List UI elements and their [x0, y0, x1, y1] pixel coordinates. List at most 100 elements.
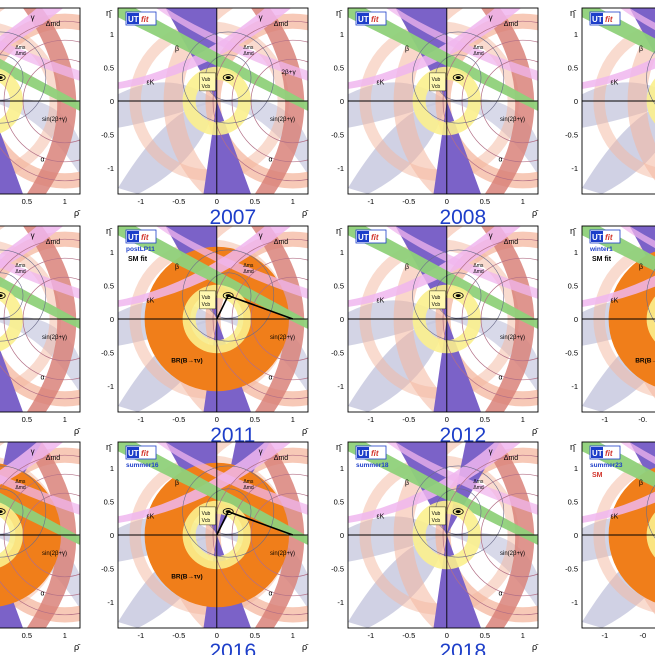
y-tick: -0.5 — [101, 564, 114, 573]
x-tick: -0. — [638, 415, 647, 424]
vcb-label: Vcb — [432, 84, 441, 90]
y-tick: -1 — [337, 164, 344, 173]
y-tick: -0.5 — [565, 564, 578, 573]
alpha-label: α — [40, 374, 44, 381]
logo-fit: fit — [605, 233, 613, 242]
rho-axis-label: ρ̄ — [532, 642, 539, 652]
y-tick: 1 — [340, 30, 344, 39]
y-tick: -0.5 — [101, 130, 114, 139]
x-tick: 0.5 — [22, 631, 32, 640]
eta-axis-label: η̄ — [570, 226, 577, 236]
dmd-label: Δmd — [504, 455, 519, 462]
gamma-label: γ — [259, 231, 263, 240]
y-tick: -1 — [571, 598, 578, 607]
x-tick: -1 — [601, 631, 608, 640]
x-tick: -1 — [367, 631, 374, 640]
eta-axis-label: η̄ — [106, 226, 113, 236]
x-tick: -1 — [137, 415, 144, 424]
dmd-ratio-label: Δmd — [473, 485, 484, 491]
brtau-label: BR(B→τν) — [171, 358, 202, 365]
x-tick: -1 — [137, 197, 144, 206]
x-tick: 0 — [445, 197, 449, 206]
alpha-label: α — [268, 374, 272, 381]
eta-axis-label: η̄ — [336, 442, 343, 452]
x-tick: -1 — [137, 631, 144, 640]
rho-axis-label: ρ̄ — [532, 208, 539, 218]
dms-label: Δms — [243, 263, 254, 269]
sin2bg-label: sin(2β+γ) — [42, 335, 67, 341]
dmd-ratio-label: Δmd — [243, 51, 254, 57]
dmd-label: Δmd — [46, 21, 61, 28]
y-tick: -1 — [107, 598, 114, 607]
two-beta-gamma-label: 2β+γ — [281, 69, 296, 76]
y-tick: 1 — [110, 248, 114, 257]
epsk-label: εK — [147, 79, 155, 86]
y-tick: 1 — [574, 30, 578, 39]
year-caption: 2018 — [439, 640, 486, 655]
brtau-label: BR(B→τν) — [171, 574, 202, 581]
beta-label: β — [405, 264, 409, 271]
logo-fit: fit — [605, 15, 613, 24]
x-tick: 1 — [291, 631, 295, 640]
plot-frame — [0, 7, 81, 195]
y-tick: -0.5 — [565, 348, 578, 357]
y-tick: 0 — [110, 531, 114, 540]
beta-label: β — [639, 46, 643, 53]
alpha-label: α — [40, 156, 44, 163]
x-tick: 0.5 — [250, 197, 260, 206]
epsk-label: εK — [377, 297, 385, 304]
ut-plot-r0c3: γΔmdβεKαsin(2β+γ)VubVcbΔmsΔmdUTfit10.50-… — [565, 7, 655, 195]
plot-frame — [581, 441, 655, 629]
x-tick: 0 — [215, 197, 219, 206]
beta-label: β — [639, 480, 643, 487]
alpha-label: α — [498, 374, 502, 381]
x-tick: 1 — [521, 631, 525, 640]
x-tick: 1 — [63, 631, 67, 640]
gamma-label: γ — [489, 447, 493, 456]
y-tick: -0.5 — [331, 564, 344, 573]
y-tick: -1 — [571, 164, 578, 173]
y-tick: -0.5 — [101, 348, 114, 357]
vub-label: Vub — [432, 77, 441, 83]
dmd-ratio-label: Δmd — [243, 269, 254, 275]
plot-frame — [347, 7, 539, 195]
vcb-label: Vcb — [202, 302, 211, 308]
logo-ut: UT — [358, 449, 369, 458]
x-tick: 0.5 — [480, 631, 490, 640]
x-tick: -0.5 — [402, 415, 415, 424]
logo-ut: UT — [128, 233, 139, 242]
beta-label: β — [175, 480, 179, 487]
y-tick: 0 — [110, 97, 114, 106]
release-label: winter1 — [589, 246, 613, 253]
dms-label: Δms — [473, 45, 484, 51]
vcb-label: Vcb — [432, 302, 441, 308]
sin2bg-label: sin(2β+γ) — [500, 117, 525, 123]
y-tick: 0.5 — [334, 64, 344, 73]
x-tick: -1 — [367, 415, 374, 424]
vub-label: Vub — [432, 511, 441, 517]
brtau-label: BR(B→τν) — [635, 358, 655, 365]
plot-frame — [347, 225, 539, 413]
rho-axis-label: ρ̄ — [302, 208, 309, 218]
year-caption: 2016 — [209, 640, 256, 655]
sin2bg-label: sin(2β+γ) — [270, 117, 295, 123]
eta-axis-label: η̄ — [570, 442, 577, 452]
eta-axis-label: η̄ — [106, 8, 113, 18]
x-tick: 0.5 — [480, 415, 490, 424]
x-tick: -1 — [601, 415, 608, 424]
x-tick: 0 — [215, 415, 219, 424]
y-tick: 0 — [574, 97, 578, 106]
y-tick: -0.5 — [565, 130, 578, 139]
y-tick: 0.5 — [104, 64, 114, 73]
x-tick: 1 — [63, 197, 67, 206]
rho-axis-label: ρ̄ — [302, 426, 309, 436]
x-tick: 1 — [291, 197, 295, 206]
vub-label: Vub — [202, 77, 211, 83]
x-tick: 0.5 — [22, 415, 32, 424]
logo-fit: fit — [371, 233, 379, 242]
y-tick: 1 — [110, 464, 114, 473]
y-tick: -1 — [337, 382, 344, 391]
